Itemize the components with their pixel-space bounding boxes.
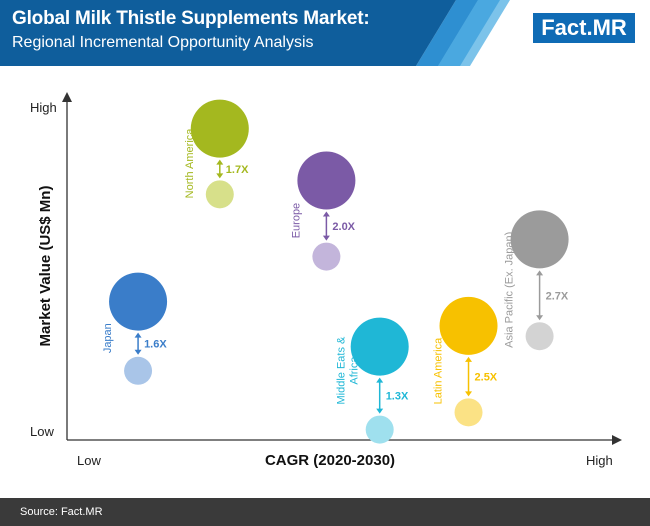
series-north-america: 1.7X North America xyxy=(184,99,249,209)
bubble-base-latin-america xyxy=(454,398,483,427)
chart-marks: 1.7X North America 2.0X Europe 1.6X Japan 1.3X… xyxy=(102,99,569,444)
growth-arrow-top-japan xyxy=(134,332,142,338)
bubble-current-north-america xyxy=(190,99,249,158)
growth-arrow-bottom-asia-pacific-ex-japan xyxy=(536,315,544,321)
header-stripe-1 xyxy=(416,0,478,66)
region-label-middle-eats-africa: Middle Eats &Africa xyxy=(336,336,361,405)
bubble-base-north-america xyxy=(205,180,234,209)
bubble-base-asia-pacific-ex-japan xyxy=(525,322,554,351)
header-stripe-2 xyxy=(438,0,500,66)
bubble-current-latin-america xyxy=(439,296,498,355)
growth-arrow-bottom-europe xyxy=(322,235,330,241)
growth-arrow-bottom-japan xyxy=(134,349,142,355)
factmr-logo: Fact.MR xyxy=(533,13,635,43)
growth-arrow-top-middle-eats-africa xyxy=(376,377,384,383)
bubble-base-japan xyxy=(124,356,153,385)
bubble-current-europe xyxy=(297,151,356,210)
bubble-base-europe xyxy=(312,242,341,271)
series-latin-america: 2.5X Latin America xyxy=(433,296,498,427)
growth-multiplier-north-america: 1.7X xyxy=(226,164,249,176)
series-asia-pacific-ex-japan: 2.7X Asia Pacific (Ex. Japan) xyxy=(504,210,569,351)
y-low-label: Low xyxy=(30,424,54,439)
logo-accent: MR xyxy=(592,15,627,40)
bubble-current-japan xyxy=(109,272,168,331)
footer-bar: Source: Fact.MR xyxy=(0,498,650,526)
y-high-label: High xyxy=(30,100,57,115)
x-high-label: High xyxy=(586,453,613,468)
series-europe: 2.0X Europe xyxy=(290,151,356,271)
bubble-base-middle-eats-africa xyxy=(365,415,394,444)
region-label-japan: Japan xyxy=(102,323,114,353)
bubble-current-middle-eats-africa xyxy=(350,317,409,376)
region-label-line-2: Africa xyxy=(349,356,361,385)
region-label-europe: Europe xyxy=(290,203,302,238)
growth-multiplier-latin-america: 2.5X xyxy=(475,372,498,384)
bubble-chart: 1.7X North America 2.0X Europe 1.6X Japan 1.3X… xyxy=(30,92,622,469)
growth-arrow-bottom-north-america xyxy=(216,173,224,179)
region-label-asia-pacific-ex-japan: Asia Pacific (Ex. Japan) xyxy=(504,232,516,348)
growth-arrow-top-europe xyxy=(322,211,330,217)
x-axis-title: CAGR (2020-2030) xyxy=(265,452,395,469)
growth-arrow-top-asia-pacific-ex-japan xyxy=(536,270,544,276)
header-bar xyxy=(0,0,456,66)
header-banner: Global Milk Thistle Supplements Market: … xyxy=(0,0,650,66)
page-title: Global Milk Thistle Supplements Market: xyxy=(12,8,370,29)
growth-multiplier-middle-eats-africa: 1.3X xyxy=(386,391,409,403)
chart-axes xyxy=(62,92,622,445)
growth-arrow-top-north-america xyxy=(216,159,224,165)
x-axis-arrowhead xyxy=(612,435,622,445)
region-label-line-1: Middle Eats & xyxy=(336,336,348,405)
y-axis-arrowhead xyxy=(62,92,72,102)
region-label-latin-america: Latin America xyxy=(433,337,445,405)
page-subtitle: Regional Incremental Opportunity Analysi… xyxy=(12,34,314,51)
growth-arrow-bottom-middle-eats-africa xyxy=(376,408,384,414)
logo-dot: . xyxy=(586,15,593,40)
source-note: Source: Fact.MR xyxy=(20,506,103,518)
growth-multiplier-japan: 1.6X xyxy=(144,339,167,351)
series-middle-eats-africa: 1.3X Middle Eats &Africa xyxy=(336,317,409,444)
series-japan: 1.6X Japan xyxy=(102,272,168,385)
growth-multiplier-europe: 2.0X xyxy=(332,221,355,233)
logo-main: Fact xyxy=(541,15,587,40)
growth-multiplier-asia-pacific-ex-japan: 2.7X xyxy=(546,290,569,302)
growth-arrow-top-latin-america xyxy=(465,356,473,362)
bubble-current-asia-pacific-ex-japan xyxy=(510,210,569,269)
x-low-label: Low xyxy=(77,453,101,468)
growth-arrow-bottom-latin-america xyxy=(465,391,473,397)
y-axis-title: Market Value (US$ Mn) xyxy=(37,186,54,347)
region-label-north-america: North America xyxy=(184,128,196,199)
